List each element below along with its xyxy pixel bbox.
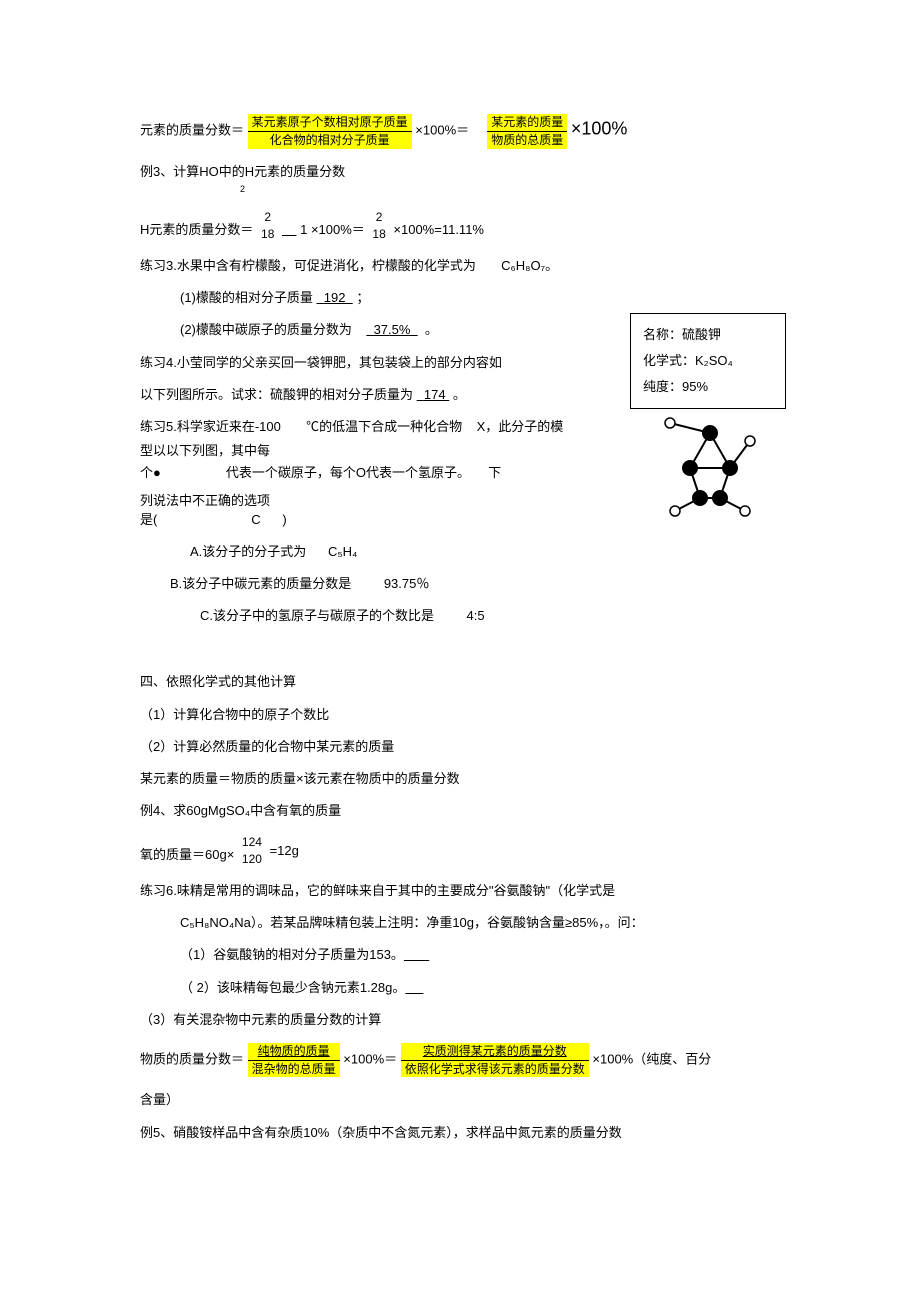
purity-tail: 含量） xyxy=(140,1091,780,1109)
box-purity: 纯度：95% xyxy=(643,374,773,400)
practice-5-optB: B.该分子中碳元素的质量分数是 93.75％ xyxy=(140,575,780,593)
example-4-calc: 氧的质量＝60g× 124 120 =12g xyxy=(140,834,780,868)
section-4-rule: 某元素的质量＝物质的质量×该元素在物质中的质量分数 xyxy=(140,770,780,788)
example-4-title: 例4、求60gMgSO₄中含有氧的质量 xyxy=(140,802,780,820)
purity-formula: 物质的质量分数＝ 纯物质的质量 混杂物的总质量 ×100%＝ 实质测得某元素的质… xyxy=(140,1043,780,1078)
practice-3: 练习3.水果中含有柠檬酸，可促进消化，柠檬酸的化学式为 C₆H₈O₇。 xyxy=(140,257,780,275)
h2o-subscript: 2 xyxy=(240,183,780,196)
practice-6-l2: C₅H₈NO₄Na）。若某品牌味精包装上注明：净重10g，谷氨酸钠含量≥85%，… xyxy=(140,914,780,932)
practice-3-q1: (1)檬酸的相对分子质量 192 ； xyxy=(140,289,780,307)
formula-left: 元素的质量分数＝ xyxy=(140,123,244,138)
formula-den2: 物质的总质量 xyxy=(487,132,567,149)
section-4-i1: （1）计算化合物中的原子个数比 xyxy=(140,706,780,724)
practice-6-q2: （ 2）该味精每包最少含钠元素1.28g。 xyxy=(140,979,780,997)
molecule-diagram xyxy=(660,413,760,523)
box-formula: 化学式：K₂SO₄ xyxy=(643,348,773,374)
practice-5-optC: C.该分子中的氢原子与碳原子的个数比是 4:5 xyxy=(140,607,780,625)
example-3-title: 例3、计算HO中的H元素的质量分数 xyxy=(140,163,780,181)
formula-num2: 某元素的质量 xyxy=(487,114,567,132)
section-4-title: 四、依照化学式的其他计算 xyxy=(140,673,780,691)
section-4-i3: （3）有关混杂物中元素的质量分数的计算 xyxy=(140,1011,780,1029)
example-5: 例5、硝酸铵样品中含有杂质10%（杂质中不含氮元素），求样品中氮元素的质量分数 xyxy=(140,1124,780,1142)
section-4-i2: （2）计算必然质量的化合物中某元素的质量 xyxy=(140,738,780,756)
fertilizer-info-box: 名称：硫酸钾 化学式：K₂SO₄ 纯度：95% xyxy=(630,313,786,409)
box-name: 名称：硫酸钾 xyxy=(643,322,773,348)
practice-6-l1: 练习6.味精是常用的调味品，它的鲜味来自于其中的主要成分"谷氨酸钠"（化学式是 xyxy=(140,882,780,900)
mass-fraction-formula: 元素的质量分数＝ 某元素原子个数相对原子质量 化合物的相对分子质量 ×100%＝… xyxy=(140,114,780,149)
example-3-calc: H元素的质量分数＝ 2 18 1 ×100%＝ 2 18 ×100%=11.11… xyxy=(140,209,780,243)
formula-den1: 化合物的相对分子质量 xyxy=(248,132,412,149)
practice-5-optA: A.该分子的分子式为 C₅H₄ xyxy=(140,543,780,561)
practice-6-q1: （1）谷氨酸钠的相对分子质量为153。 xyxy=(140,946,780,964)
formula-tail: ×100% xyxy=(571,119,628,139)
formula-num1: 某元素原子个数相对原子质量 xyxy=(248,114,412,132)
formula-mid: ×100%＝ xyxy=(415,123,469,138)
